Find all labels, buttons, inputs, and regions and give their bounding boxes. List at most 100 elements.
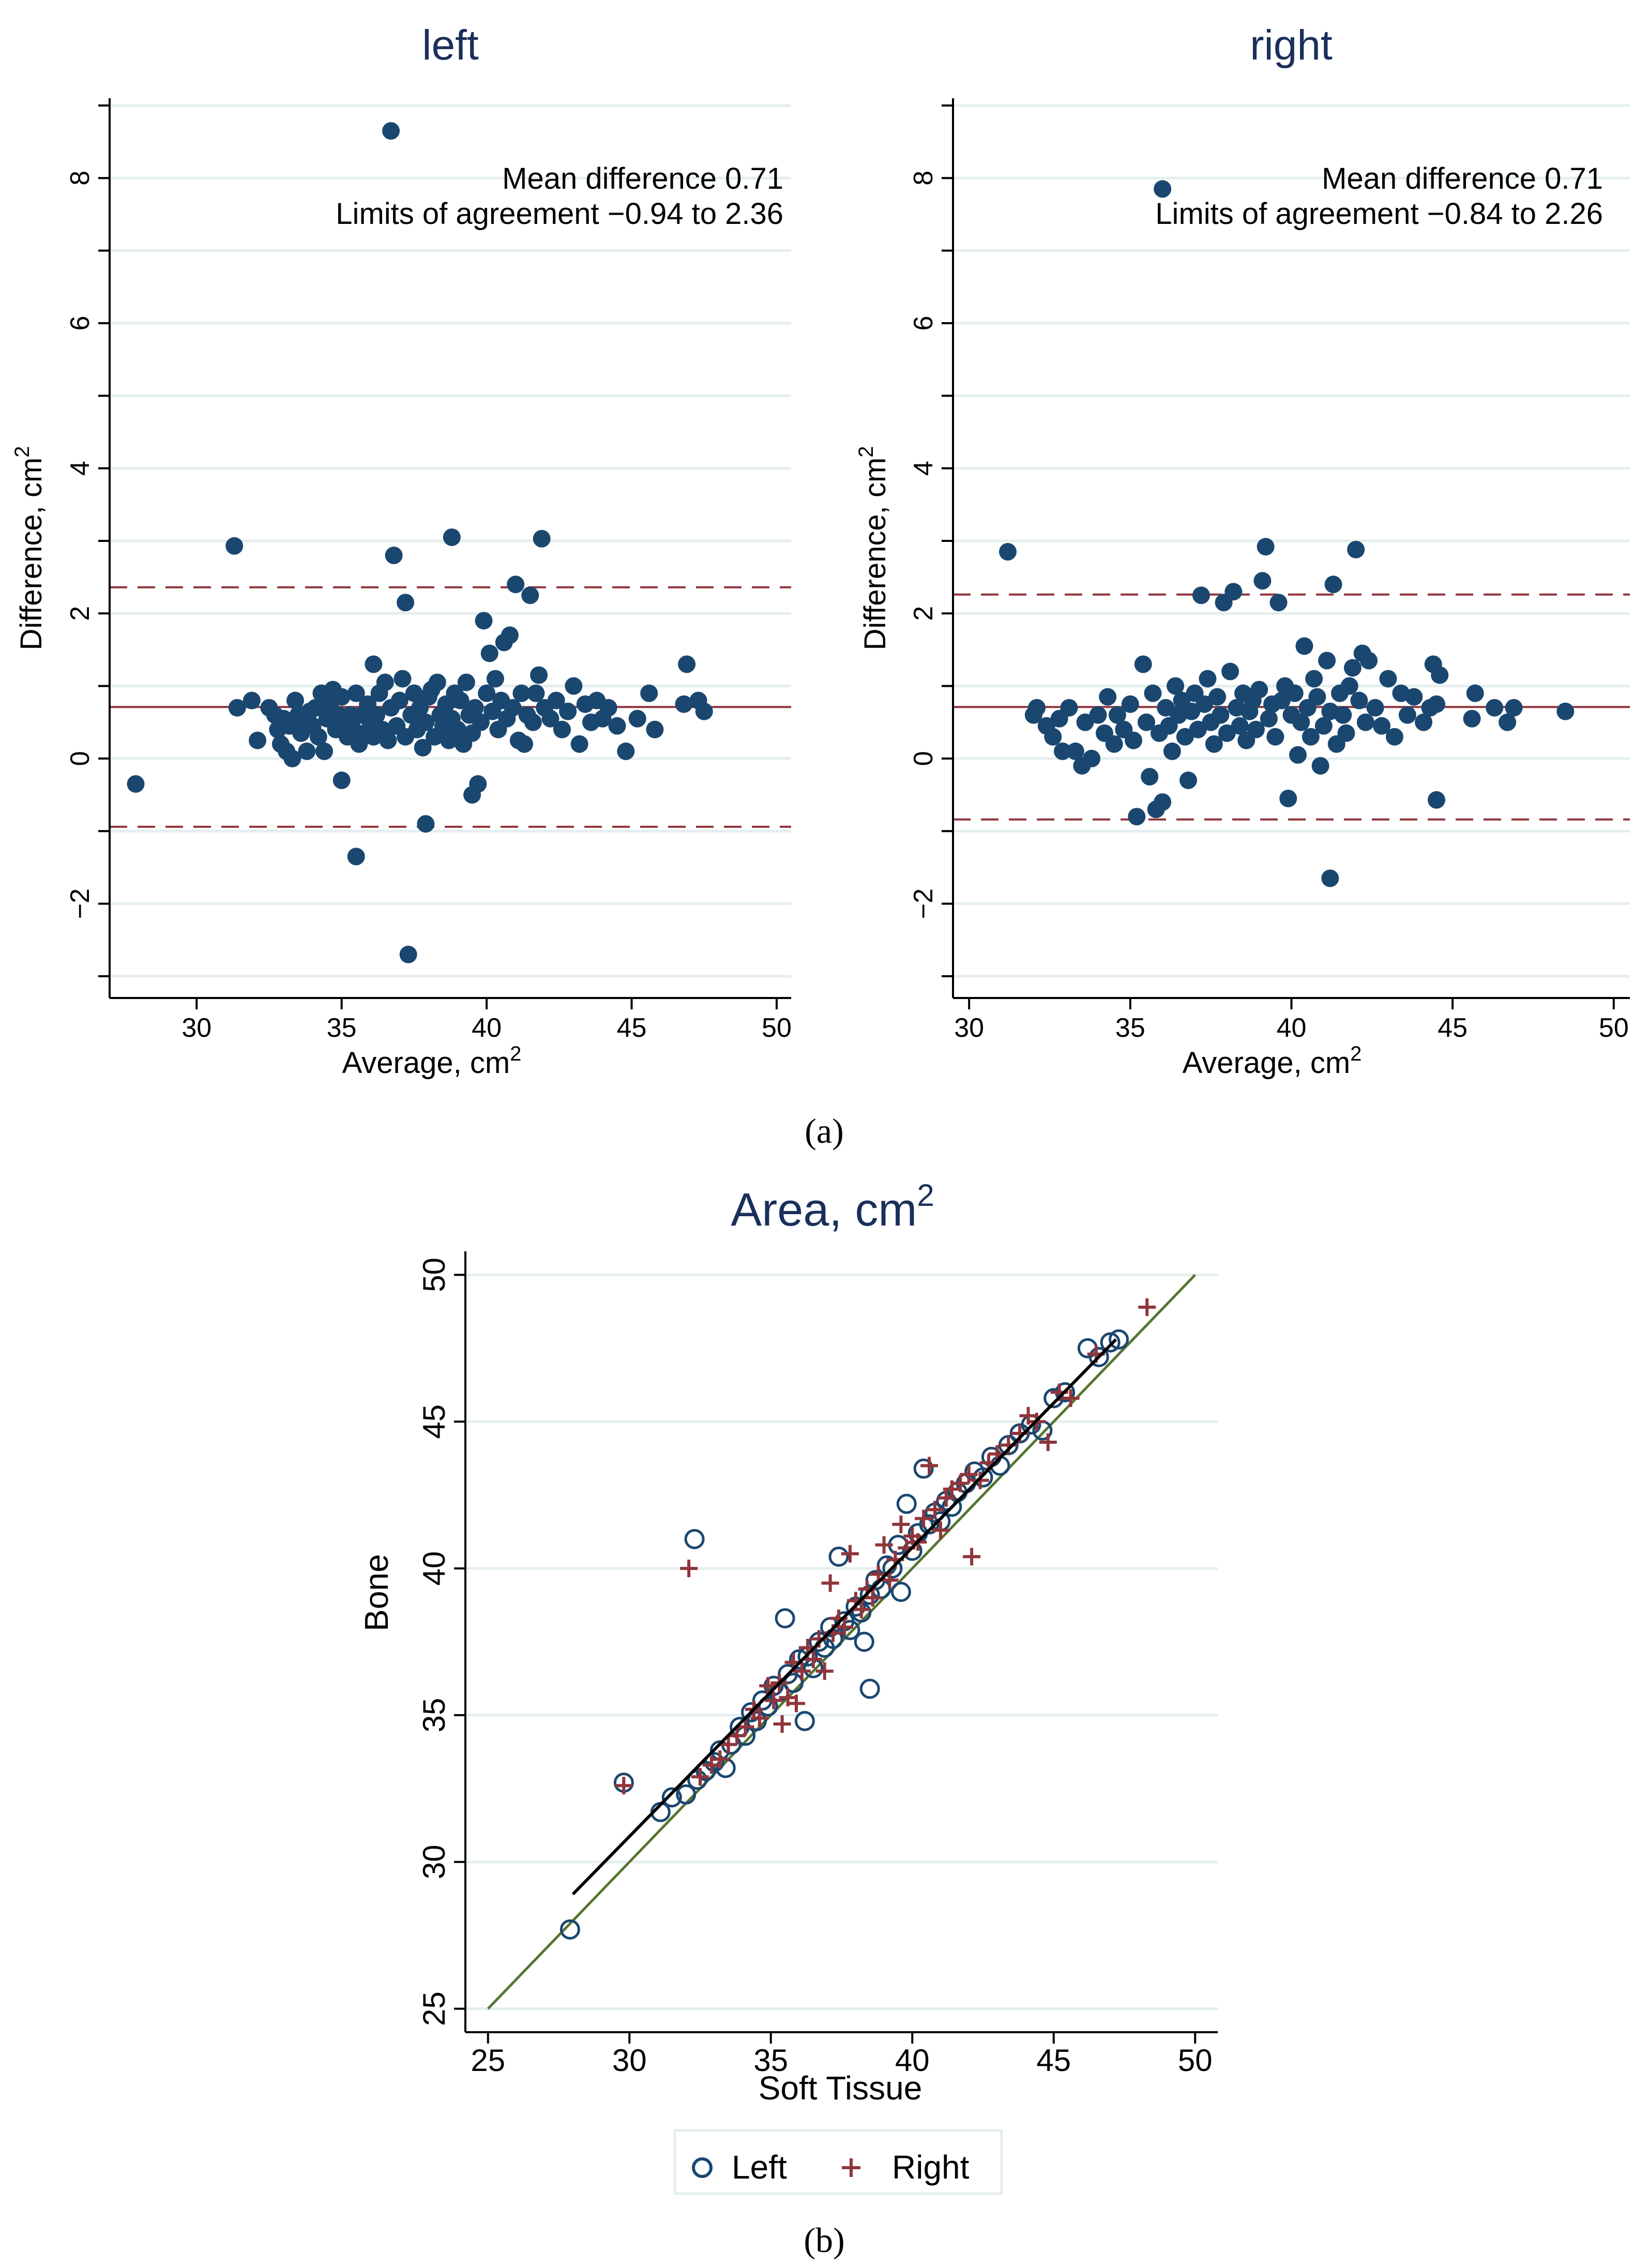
data-point [228,699,246,717]
x-axis-label-left: Average, cm2 [342,1042,522,1080]
right-data-point [875,1536,893,1554]
data-point [376,673,394,691]
x-tick-label: 40 [472,1013,502,1043]
left-data-point [559,1919,580,1940]
right-data-point [804,1651,822,1669]
data-point [1466,684,1484,702]
data-point [1060,699,1078,717]
data-point [382,122,400,140]
right-data-point [821,1574,839,1592]
data-point [315,742,334,760]
bland-altman-right-panel: −2 0 2 4 6 8 30 35 40 45 50 right Mean difference … [855,22,1630,1080]
y-tick-label: 4 [909,461,939,476]
data-point [695,702,713,720]
y-tick-label: 40 [417,1551,451,1586]
left-data-point [775,1608,795,1629]
x-axis-label-superscript: 2 [1350,1042,1361,1065]
data-point [443,528,461,546]
data-point [1295,637,1313,655]
data-point [1231,717,1249,735]
data-point [449,720,467,738]
data-point [1066,742,1084,760]
data-point [1192,586,1210,604]
y-axis-label-area: Bone [358,1554,395,1631]
right-data-point [920,1457,939,1475]
x-tick-label: 35 [753,2043,788,2078]
data-point [332,772,351,790]
data-point [1141,768,1159,786]
data-point [1253,572,1272,590]
y-axis-label-superscript: 2 [11,446,34,457]
data-point [1273,691,1291,709]
data-point [1189,720,1207,738]
right-data-point [773,1715,791,1733]
right-data-point [963,1548,981,1566]
data-point [286,691,304,709]
right-data-point [680,1560,698,1578]
data-point [480,644,498,662]
x-tick-label: 30 [954,1013,984,1043]
legend-box [673,2129,1003,2195]
data-point [1121,695,1139,713]
right-data-point [915,1509,933,1528]
data-point [1398,706,1416,724]
data-point [457,673,475,691]
data-point [675,695,693,713]
data-point [507,576,525,594]
data-point [1292,713,1310,731]
data-point [541,709,559,728]
data-point [1179,772,1198,790]
right-data-point [728,1727,746,1745]
caption-a: (a) [805,1111,843,1151]
y-tick-label: 6 [65,316,95,331]
data-point [1415,713,1433,731]
data-point [1076,713,1094,731]
x-axis-label-text: Average, cm [1183,1046,1351,1080]
right-data-point [937,1489,955,1507]
data-point [599,699,617,717]
legend-left-marker [692,2157,713,2178]
data-point [1163,742,1181,760]
data-point [1385,728,1403,746]
data-point [1128,808,1146,826]
data-point [1505,699,1523,717]
left-data-point [890,1581,911,1602]
data-point [1205,735,1223,753]
right-data-point [892,1515,910,1533]
data-point [1266,728,1284,746]
data-point [1269,594,1288,612]
area-title-text: Area, cm [731,1184,917,1236]
data-point [504,699,522,717]
data-point [1134,655,1152,673]
data-point [225,537,244,555]
data-point [1337,724,1355,742]
x-tick-label: 50 [762,1013,792,1043]
x-tick-label: 45 [1036,2043,1071,2078]
data-point [559,702,577,720]
x-tick-label: 25 [471,2043,505,2078]
x-tick-label: 50 [1599,1013,1629,1043]
data-point [399,945,417,963]
left-data-point [854,1631,874,1652]
left-data-point [676,1784,697,1805]
left-data-point [913,1458,934,1479]
data-point [1138,713,1155,731]
data-point [1379,670,1397,688]
data-point [478,684,496,702]
caption-b: (b) [804,2220,844,2260]
data-point [1279,790,1297,808]
y-tick-label: 50 [417,1258,451,1292]
right-data-point [787,1695,805,1713]
y-tick-label: 0 [65,751,95,766]
legend-right-marker [842,2158,860,2177]
y-axis-label-superscript: 2 [855,446,878,457]
y-axis-label-text: Difference, cm [14,458,48,651]
right-data-point [691,1768,709,1786]
data-point [1321,869,1339,887]
x-tick-label: 30 [181,1013,211,1043]
data-point [347,848,365,866]
data-point [243,691,261,709]
left-data-point [1109,1329,1129,1350]
left-data-point [794,1711,815,1731]
